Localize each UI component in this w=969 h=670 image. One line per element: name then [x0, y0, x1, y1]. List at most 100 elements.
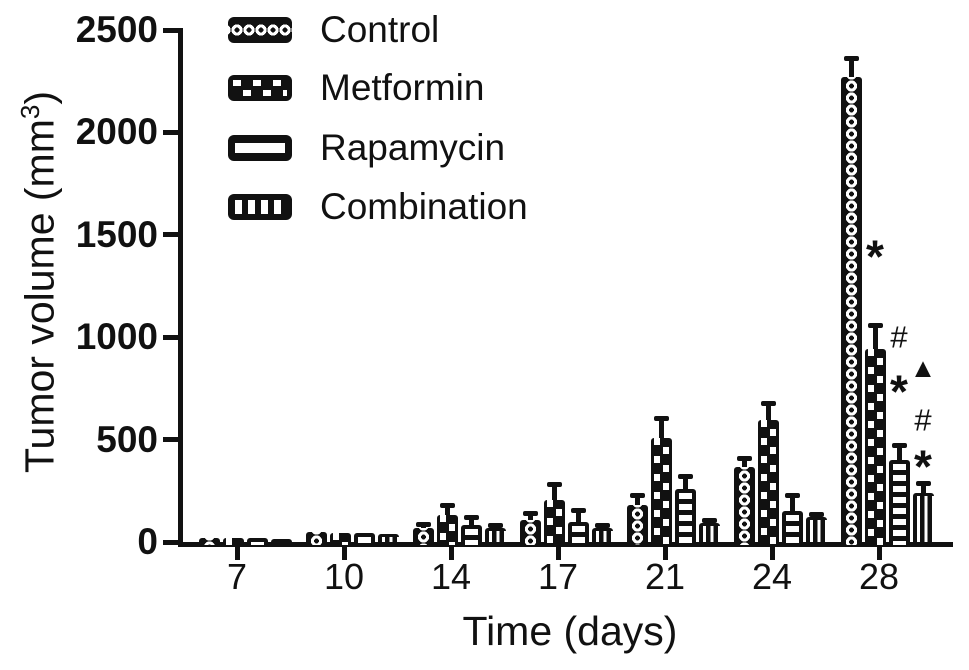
error-bar-control-day-24: [741, 458, 747, 474]
error-cap-control-day-17: [522, 511, 538, 517]
y-tick-label-1000: 1000: [75, 316, 158, 358]
error-bar-metformin-day-21: [658, 418, 664, 444]
x-axis-title: Time (days): [462, 608, 678, 654]
y-tick-0: [163, 539, 178, 545]
x-tick-label-day-14: 14: [430, 556, 472, 597]
x-axis-line: [178, 542, 953, 547]
error-cap-combination-day-21: [701, 518, 717, 524]
y-tick-500: [163, 437, 178, 443]
error-bar-rapamycin-day-28: [896, 444, 902, 467]
x-tick-label-day-28: 28: [858, 556, 900, 597]
error-bar-metformin-day-24: [765, 402, 771, 427]
bar-metformin-day-7: [222, 537, 244, 545]
bar-combination-day-24: [805, 517, 827, 545]
error-bar-rapamycin-day-21: [682, 476, 688, 495]
bar-rapamycin-day-7: [246, 538, 268, 545]
asterisk-annotation-rapamycin-day-28-2: *: [890, 365, 908, 418]
bar-rapamycin-day-28: [888, 460, 910, 545]
bar-metformin-day-10: [329, 532, 351, 545]
bar-combination-day-21: [698, 522, 720, 545]
x-tick-label-day-17: 17: [537, 556, 579, 597]
x-tick-day-17: [555, 547, 561, 560]
error-cap-metformin-day-28: [867, 322, 883, 328]
bar-combination-day-28: [912, 492, 934, 545]
y-tick-label-500: 500: [96, 418, 158, 460]
error-bar-metformin-day-17: [551, 483, 557, 506]
legend-label-combination: Combination: [320, 186, 528, 227]
error-cap-control-day-14: [415, 521, 431, 527]
bar-rapamycin-day-24: [781, 511, 803, 545]
y-tick-label-1500: 1500: [75, 213, 158, 255]
x-tick-day-10: [341, 547, 347, 560]
error-cap-rapamycin-day-17: [570, 508, 586, 514]
error-cap-combination-day-28: [915, 480, 931, 486]
error-cap-rapamycin-day-14: [463, 515, 479, 521]
error-bar-rapamycin-day-14: [468, 517, 474, 531]
error-bar-rapamycin-day-24: [789, 494, 795, 518]
bar-metformin-day-14: [436, 515, 458, 545]
error-cap-metformin-day-14: [439, 503, 455, 509]
error-cap-rapamycin-day-24: [784, 492, 800, 498]
error-cap-metformin-day-24: [760, 400, 776, 406]
bar-control-day-28: [840, 77, 862, 545]
legend-swatch-rapamycin: [228, 135, 292, 161]
error-cap-control-day-21: [629, 493, 645, 499]
bar-rapamycin-day-14: [460, 524, 482, 545]
hash-annotation-combination-day-28-4: #: [914, 402, 932, 438]
legend-label-rapamycin: Rapamycin: [320, 127, 506, 168]
error-cap-metformin-day-21: [653, 416, 669, 422]
error-cap-rapamycin-day-28: [891, 442, 907, 448]
bar-control-day-7: [198, 537, 220, 545]
x-tick-day-24: [769, 547, 775, 560]
error-bar-control-day-17: [527, 513, 533, 527]
error-cap-control-day-28: [843, 55, 859, 61]
error-bar-metformin-day-14: [444, 505, 450, 522]
bar-combination-day-17: [591, 528, 613, 545]
bar-control-day-17: [519, 520, 541, 545]
legend-swatch-metformin: [228, 75, 292, 101]
asterisk-annotation-combination-day-28-5: *: [914, 440, 932, 493]
x-tick-label-day-10: 10: [323, 556, 365, 597]
bar-combination-day-10: [377, 533, 399, 545]
bar-control-day-14: [412, 527, 434, 545]
y-tick-1000: [163, 334, 178, 340]
error-cap-rapamycin-day-21: [677, 474, 693, 480]
y-tick-2500: [163, 27, 178, 33]
error-bar-control-day-28: [848, 57, 854, 84]
y-tick-1500: [163, 232, 178, 238]
y-axis-line: [178, 28, 183, 547]
y-axis-title-suffix: ): [16, 91, 63, 105]
y-tick-label-2500: 2500: [75, 9, 158, 50]
error-bar-rapamycin-day-17: [575, 510, 581, 528]
asterisk-annotation-metformin-day-28-0: *: [866, 230, 884, 283]
bar-control-day-24: [733, 467, 755, 545]
x-tick-day-28: [876, 547, 882, 560]
bar-rapamycin-day-21: [674, 488, 696, 545]
error-cap-combination-day-24: [808, 511, 824, 517]
x-tick-label-day-24: 24: [751, 556, 793, 597]
bar-metformin-day-24: [757, 420, 779, 545]
legend-swatch-control: [228, 17, 292, 43]
error-cap-control-day-24: [736, 456, 752, 462]
bar-rapamycin-day-10: [353, 533, 375, 545]
x-tick-day-7: [234, 547, 240, 560]
bar-combination-day-14: [484, 527, 506, 545]
y-tick-2000: [163, 129, 178, 135]
y-tick-label-0: 0: [137, 521, 158, 562]
error-bar-metformin-day-28: [872, 324, 878, 356]
error-cap-combination-day-14: [487, 523, 503, 529]
bar-metformin-day-28: [864, 349, 886, 545]
error-cap-combination-day-17: [594, 523, 610, 528]
bar-combination-day-7: [270, 538, 292, 545]
x-tick-label-day-21: 21: [644, 556, 686, 597]
legend-label-control: Control: [320, 9, 440, 50]
hash-annotation-rapamycin-day-28-1: #: [890, 319, 908, 355]
bar-metformin-day-17: [543, 500, 565, 545]
x-tick-day-21: [662, 547, 668, 560]
y-axis-title: Tumor volume (mm3): [0, 22, 63, 542]
bar-metformin-day-21: [650, 437, 672, 545]
error-bar-control-day-21: [634, 495, 640, 512]
y-tick-label-2000: 2000: [75, 111, 158, 153]
bar-control-day-21: [626, 505, 648, 545]
